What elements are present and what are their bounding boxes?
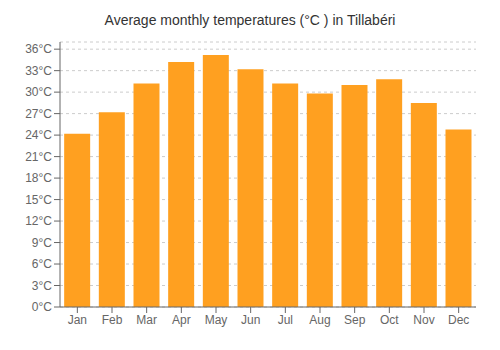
svg-text:21°C: 21°C	[25, 150, 52, 164]
svg-text:30°C: 30°C	[25, 85, 52, 99]
svg-text:6°C: 6°C	[32, 257, 52, 271]
html-text:Average monthly temperatures (: Average monthly temperatures (°C ) in Ti…	[104, 12, 396, 28]
svg-text:18°C: 18°C	[25, 171, 52, 185]
svg-text:May: May	[205, 313, 228, 327]
svg-text:33°C: 33°C	[25, 64, 52, 78]
svg-text:Apr: Apr	[172, 313, 191, 327]
svg-text:Jan: Jan	[68, 313, 87, 327]
svg-text:27°C: 27°C	[25, 107, 52, 121]
svg-text:36°C: 36°C	[25, 42, 52, 56]
svg-text:Jun: Jun	[241, 313, 260, 327]
svg-text:9°C: 9°C	[32, 236, 52, 250]
svg-text:12°C: 12°C	[25, 214, 52, 228]
svg-text:Nov: Nov	[413, 313, 434, 327]
svg-text:Sep: Sep	[344, 313, 366, 327]
svg-text:Oct: Oct	[380, 313, 399, 327]
svg-text:0°C: 0°C	[32, 300, 52, 314]
svg-text:3°C: 3°C	[32, 279, 52, 293]
svg-text:Feb: Feb	[102, 313, 123, 327]
svg-text:15°C: 15°C	[25, 193, 52, 207]
svg-text:Dec: Dec	[448, 313, 469, 327]
svg-text:Aug: Aug	[309, 313, 330, 327]
svg-text:Jul: Jul	[278, 313, 293, 327]
svg-text:24°C: 24°C	[25, 128, 52, 142]
svg-text:Mar: Mar	[136, 313, 157, 327]
